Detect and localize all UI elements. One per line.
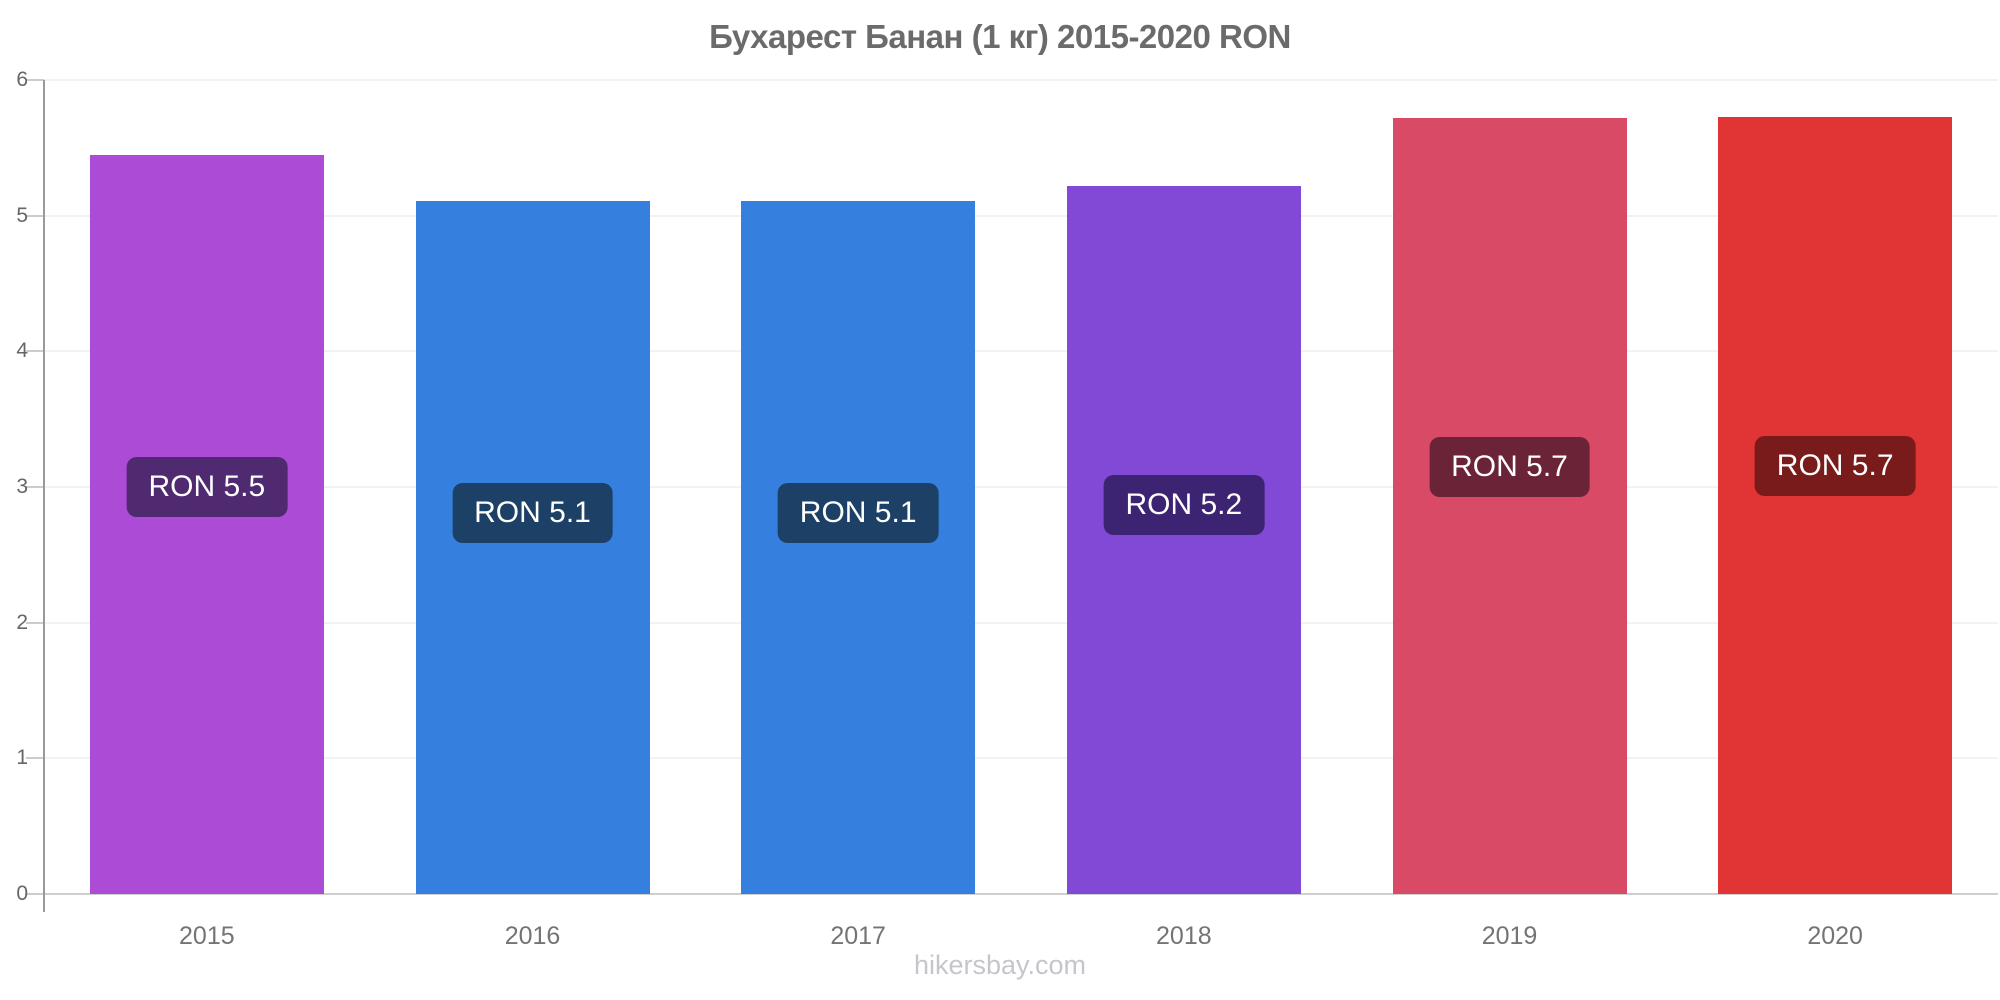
y-axis-tick [26, 757, 44, 760]
y-axis-tick [26, 486, 44, 488]
x-axis-line [44, 893, 1998, 895]
gridline [44, 214, 1998, 217]
x-axis-label-2015: 2015 [179, 922, 235, 950]
y-axis-tick [26, 893, 44, 895]
gridline [44, 757, 1998, 760]
y-axis-label: 3 [16, 475, 28, 498]
y-axis-label: 5 [16, 203, 28, 227]
x-axis-label-2019: 2019 [1481, 922, 1538, 950]
gridline [44, 350, 1998, 353]
bar-value-label: RON 5.5 [126, 457, 288, 518]
bar-value-label: RON 5.1 [777, 482, 939, 543]
y-axis-label: 6 [16, 68, 28, 91]
y-axis-tick [26, 79, 44, 81]
footer-link[interactable]: hikersbay.com [913, 950, 1087, 980]
gridline [44, 621, 1998, 624]
bar-2020[interactable] [1718, 116, 1953, 894]
y-axis-tick [26, 350, 44, 353]
x-axis-label-2020: 2020 [1807, 922, 1863, 950]
y-axis-label: 4 [16, 339, 28, 363]
y-axis-line [43, 80, 45, 912]
x-axis-label-2018: 2018 [1156, 922, 1212, 950]
bar-2017[interactable] [741, 200, 976, 894]
x-axis-label-2016: 2016 [504, 922, 561, 950]
y-axis-label: 0 [16, 882, 28, 905]
bar-value-label: RON 5.7 [1754, 436, 1916, 497]
y-axis-label: 1 [16, 746, 28, 770]
bar-value-label: RON 5.2 [1103, 474, 1265, 535]
gridline [44, 79, 1998, 81]
chart-title: Бухарест Банан (1 кг) 2015-2020 RON [709, 18, 1291, 55]
gridline [44, 486, 1998, 488]
bar-2016[interactable] [415, 200, 650, 894]
y-axis-label: 2 [16, 610, 28, 634]
bar-2018[interactable] [1066, 185, 1301, 894]
bar-value-label: RON 5.7 [1429, 437, 1590, 498]
y-axis-tick [26, 214, 44, 217]
bar-value-label: RON 5.1 [452, 482, 613, 543]
bar-2019[interactable] [1392, 117, 1627, 894]
y-axis-tick [26, 621, 44, 624]
x-axis-label-2017: 2017 [830, 922, 886, 950]
bar-2015[interactable] [89, 154, 324, 894]
